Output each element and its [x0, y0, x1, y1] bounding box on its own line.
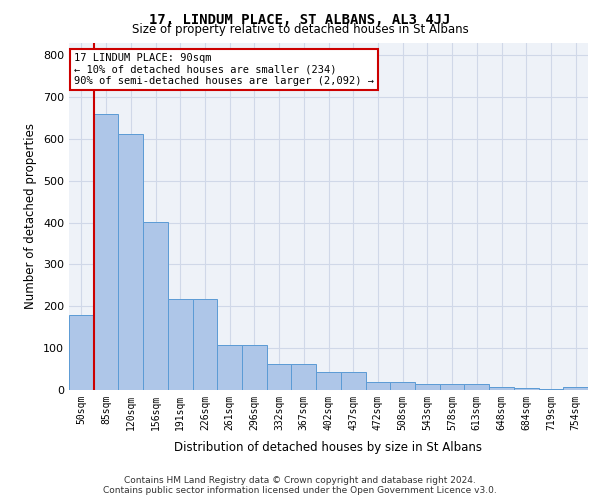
Bar — [168, 298, 193, 390]
Bar — [440, 384, 464, 390]
Bar — [464, 384, 489, 390]
Bar — [143, 222, 168, 390]
Text: 17 LINDUM PLACE: 90sqm
← 10% of detached houses are smaller (234)
90% of semi-de: 17 LINDUM PLACE: 90sqm ← 10% of detached… — [74, 53, 374, 86]
Bar — [415, 384, 440, 390]
Bar — [69, 316, 94, 390]
Bar — [242, 345, 267, 390]
Bar — [539, 388, 563, 390]
Bar — [316, 372, 341, 390]
Bar — [217, 345, 242, 390]
Bar — [390, 382, 415, 390]
Bar — [563, 387, 588, 390]
Text: Contains HM Land Registry data © Crown copyright and database right 2024.: Contains HM Land Registry data © Crown c… — [124, 476, 476, 485]
Bar — [267, 364, 292, 390]
Bar — [341, 372, 365, 390]
Text: Contains public sector information licensed under the Open Government Licence v3: Contains public sector information licen… — [103, 486, 497, 495]
Bar — [118, 134, 143, 390]
Y-axis label: Number of detached properties: Number of detached properties — [25, 123, 37, 309]
Bar — [94, 114, 118, 390]
Bar — [193, 298, 217, 390]
X-axis label: Distribution of detached houses by size in St Albans: Distribution of detached houses by size … — [175, 441, 482, 454]
Bar — [365, 382, 390, 390]
Text: Size of property relative to detached houses in St Albans: Size of property relative to detached ho… — [131, 22, 469, 36]
Bar — [489, 386, 514, 390]
Text: 17, LINDUM PLACE, ST ALBANS, AL3 4JJ: 17, LINDUM PLACE, ST ALBANS, AL3 4JJ — [149, 12, 451, 26]
Bar — [514, 388, 539, 390]
Bar — [292, 364, 316, 390]
